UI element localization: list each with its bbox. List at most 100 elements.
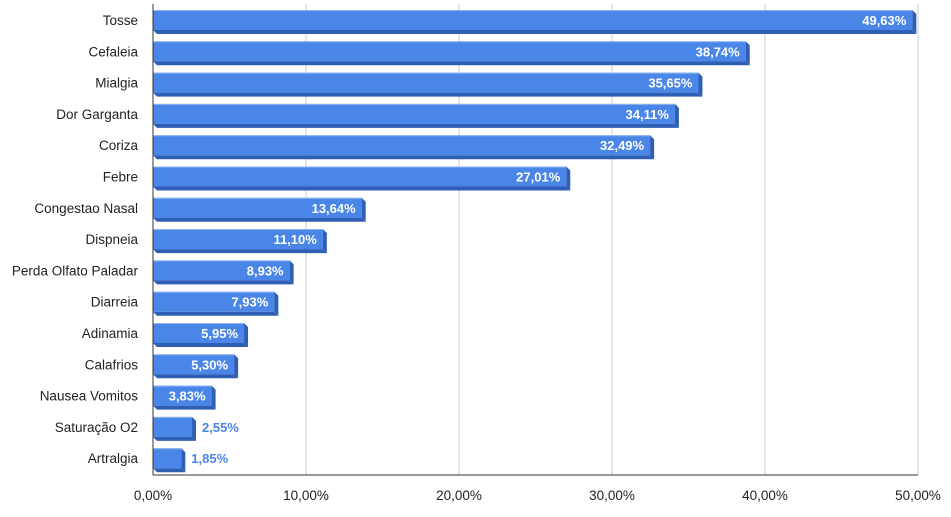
x-tick-label: 0,00% xyxy=(134,488,172,503)
bar-right-side xyxy=(181,448,186,473)
bar-face xyxy=(153,385,212,406)
x-tick-label: 50,00% xyxy=(895,488,941,503)
bar-right-side xyxy=(211,385,216,410)
category-label: Nausea Vomitos xyxy=(40,389,139,404)
bar-bottom-side xyxy=(153,311,279,316)
category-label: Mialgia xyxy=(95,76,138,91)
bar-face xyxy=(153,197,362,218)
bar xyxy=(153,197,366,222)
bar xyxy=(153,103,679,128)
bar xyxy=(153,229,327,254)
bar-face xyxy=(153,323,245,343)
bar xyxy=(153,135,655,160)
bar-right-side xyxy=(289,260,294,285)
category-label: Congestao Nasal xyxy=(34,201,138,216)
data-label: 11,10% xyxy=(273,232,317,247)
bar xyxy=(153,10,917,34)
category-label: Dispneia xyxy=(85,232,138,247)
bar xyxy=(153,385,216,410)
bar xyxy=(153,291,279,316)
category-label: Diarreia xyxy=(91,295,139,310)
bar-face xyxy=(153,448,182,469)
bar-right-side xyxy=(674,103,679,128)
bars xyxy=(153,10,917,473)
bar-bottom-side xyxy=(153,123,679,128)
category-label: Dor Garganta xyxy=(56,107,138,122)
bar-right-side xyxy=(912,10,917,34)
x-tick-label: 30,00% xyxy=(589,488,635,503)
bar-right-side xyxy=(745,41,750,66)
bar-right-side xyxy=(650,135,655,160)
axes: 0,00% 10,00% 20,00% 30,00% 40,00% 50,00% xyxy=(134,4,941,503)
bar-bottom-side xyxy=(153,217,366,222)
bar-face xyxy=(153,291,275,312)
bar xyxy=(153,72,703,97)
category-label: Saturação O2 xyxy=(55,420,138,435)
bar-face xyxy=(153,72,699,93)
data-label: 34,11% xyxy=(626,107,670,122)
bar xyxy=(153,354,239,379)
bar-bottom-side xyxy=(153,343,249,347)
category-label: Calafrios xyxy=(85,357,139,372)
bar-bottom-side xyxy=(153,468,186,473)
bar xyxy=(153,166,571,191)
category-label: Cefaleia xyxy=(88,44,138,59)
data-label: 49,63% xyxy=(862,13,907,28)
data-label: 32,49% xyxy=(600,138,645,153)
bar-bottom-side xyxy=(153,280,294,285)
bar-face xyxy=(153,354,235,375)
data-label: 13,64% xyxy=(312,201,357,216)
category-label: Adinamia xyxy=(82,326,139,341)
bar-face xyxy=(153,103,675,124)
bar-bottom-side xyxy=(153,92,703,97)
data-label: 3,83% xyxy=(169,389,206,404)
labels: Tosse 49,63% Cefaleia 38,74% Mialgia 35,65% Do… xyxy=(12,13,907,466)
data-label: 35,65% xyxy=(648,76,693,91)
category-label: Febre xyxy=(103,170,138,185)
bar-face xyxy=(153,260,290,281)
data-label: 2,55% xyxy=(202,420,239,435)
bar-face xyxy=(153,135,651,156)
bar xyxy=(153,260,294,285)
category-label: Coriza xyxy=(99,138,139,153)
bar-face xyxy=(153,10,913,30)
bar-face xyxy=(153,166,567,187)
bar-bottom-side xyxy=(153,30,917,34)
data-label: 27,01% xyxy=(516,170,561,185)
bar-right-side xyxy=(361,197,366,222)
bar-right-side xyxy=(274,291,279,316)
bar-right-side xyxy=(244,323,249,347)
x-tick-label: 40,00% xyxy=(742,488,788,503)
data-label: 38,74% xyxy=(696,44,741,59)
bar-bottom-side xyxy=(153,249,327,254)
bar xyxy=(153,41,750,66)
bar-face xyxy=(153,229,323,250)
bar-bottom-side xyxy=(153,405,216,410)
bar-right-side xyxy=(698,72,703,97)
category-label: Tosse xyxy=(103,13,138,28)
bar-face xyxy=(153,416,193,437)
bar-right-side xyxy=(566,166,571,191)
bar xyxy=(153,323,249,347)
data-label: 5,95% xyxy=(201,326,238,341)
data-label: 7,93% xyxy=(231,295,268,310)
bar-right-side xyxy=(192,416,197,441)
data-label: 8,93% xyxy=(247,263,284,278)
bar-bottom-side xyxy=(153,374,239,379)
bar-face xyxy=(153,41,746,62)
bar-bottom-side xyxy=(153,61,750,66)
bar-bottom-side xyxy=(153,155,655,160)
category-label: Artralgia xyxy=(88,451,139,466)
bar xyxy=(153,448,186,473)
data-label: 5,30% xyxy=(191,357,228,372)
x-tick-label: 20,00% xyxy=(436,488,482,503)
data-label: 1,85% xyxy=(191,451,228,466)
bar-right-side xyxy=(322,229,327,254)
category-label: Perda Olfato Paladar xyxy=(12,263,139,278)
bar xyxy=(153,416,197,441)
bar-bottom-side xyxy=(153,436,197,441)
bar-right-side xyxy=(234,354,239,379)
bar-bottom-side xyxy=(153,186,571,191)
